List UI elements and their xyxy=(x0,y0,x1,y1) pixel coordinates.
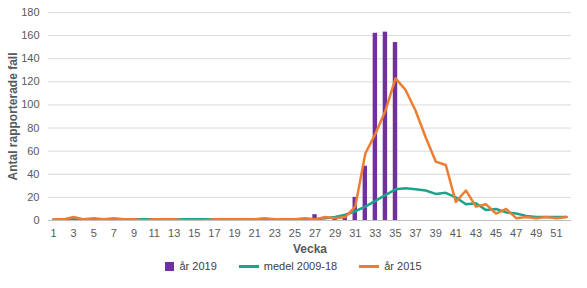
svg-text:7: 7 xyxy=(111,227,117,239)
svg-text:33: 33 xyxy=(369,227,381,239)
svg-text:29: 29 xyxy=(329,227,341,239)
svg-text:20: 20 xyxy=(27,191,39,203)
svg-text:11: 11 xyxy=(148,227,159,239)
html-text:medel 2009-18: medel 2009-18 xyxy=(263,260,338,272)
svg-text:140: 140 xyxy=(21,52,39,64)
svg-text:120: 120 xyxy=(21,75,39,87)
html-text:år 2015: år 2015 xyxy=(384,260,422,272)
svg-text:45: 45 xyxy=(490,227,502,239)
svg-text:17: 17 xyxy=(208,227,220,239)
svg-text:41: 41 xyxy=(450,227,462,239)
svg-text:51: 51 xyxy=(550,227,562,239)
svg-text:3: 3 xyxy=(71,227,77,239)
svg-text:0: 0 xyxy=(33,214,39,226)
svg-text:9: 9 xyxy=(131,227,137,239)
svg-text:47: 47 xyxy=(510,227,522,239)
svg-text:19: 19 xyxy=(228,227,240,239)
svg-text:21: 21 xyxy=(249,227,261,239)
html-text:år 2019: år 2019 xyxy=(179,260,217,272)
svg-text:180: 180 xyxy=(21,6,39,18)
svg-text:Vecka: Vecka xyxy=(293,242,327,256)
svg-text:80: 80 xyxy=(27,122,39,134)
svg-text:39: 39 xyxy=(430,227,442,239)
svg-text:31: 31 xyxy=(349,227,361,239)
svg-text:35: 35 xyxy=(389,227,401,239)
svg-text:15: 15 xyxy=(188,227,200,239)
svg-text:25: 25 xyxy=(289,227,301,239)
svg-text:1: 1 xyxy=(50,227,56,239)
svg-text:49: 49 xyxy=(530,227,542,239)
svg-text:Antal rapporterade fall: Antal rapporterade fall xyxy=(6,52,20,180)
svg-text:40: 40 xyxy=(27,168,39,180)
svg-text:160: 160 xyxy=(21,29,39,41)
svg-text:100: 100 xyxy=(21,98,39,110)
svg-text:37: 37 xyxy=(409,227,421,239)
svg-text:60: 60 xyxy=(27,145,39,157)
svg-text:13: 13 xyxy=(168,227,180,239)
svg-text:43: 43 xyxy=(470,227,482,239)
svg-text:5: 5 xyxy=(91,227,97,239)
svg-text:27: 27 xyxy=(309,227,321,239)
svg-text:23: 23 xyxy=(269,227,281,239)
